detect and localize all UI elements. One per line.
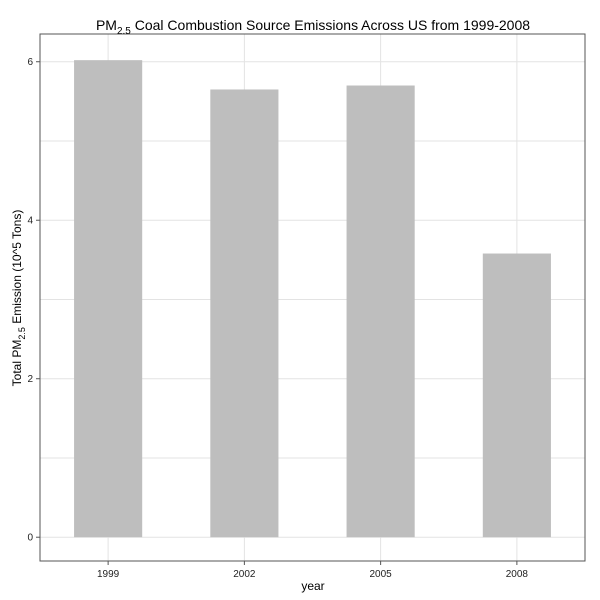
- x-tick-label: 2008: [506, 569, 529, 580]
- bar-1999: [74, 60, 143, 538]
- bar-2002: [210, 89, 279, 538]
- bar-2008: [482, 253, 551, 538]
- x-axis-label: year: [301, 579, 324, 593]
- x-tick-label: 2002: [233, 569, 256, 580]
- bars-layer: [74, 60, 551, 538]
- y-tick-label: 6: [27, 57, 33, 68]
- x-tick-label: 1999: [97, 569, 120, 580]
- ticks-layer: 0 2 4 6 1999 2002 2005 2008: [27, 57, 528, 580]
- x-tick-label: 2005: [370, 569, 393, 580]
- plot-frame: [39, 33, 586, 562]
- y-axis-label: Total PM2.5 Emission (10^5 Tons): [10, 210, 27, 387]
- chart-title: PM2.5 Coal Combustion Source Emissions A…: [96, 17, 530, 37]
- y-tick-label: 2: [27, 374, 33, 385]
- bar-2005: [346, 85, 415, 538]
- y-tick-label: 0: [27, 533, 33, 544]
- y-tick-label: 4: [27, 216, 33, 227]
